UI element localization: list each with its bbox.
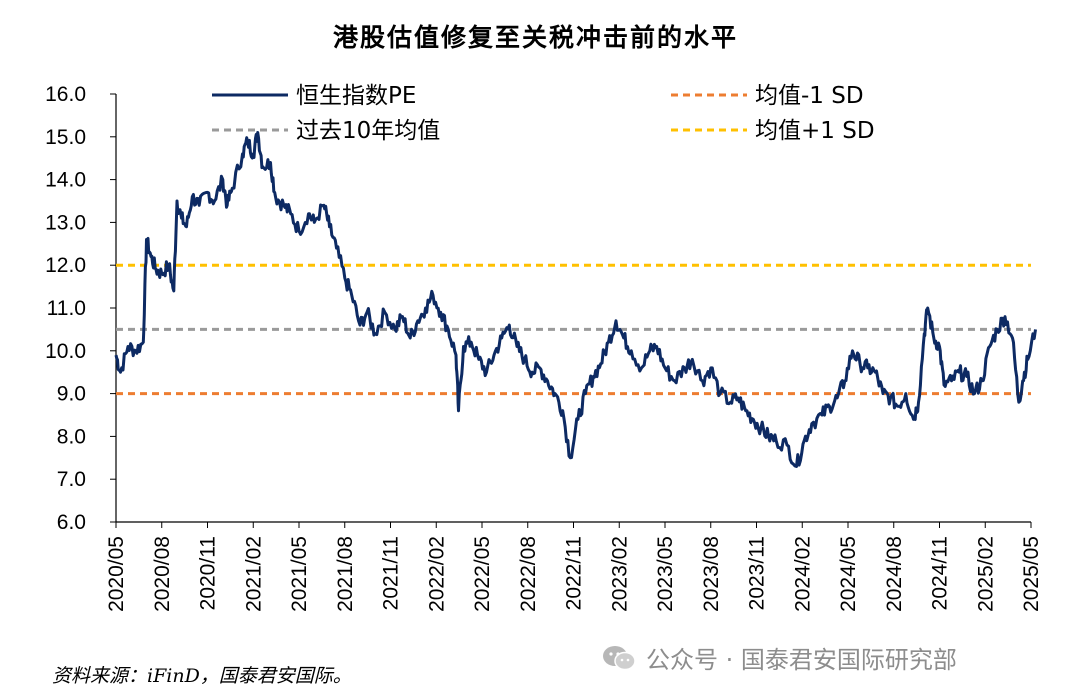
y-tick-label: 8.0 (57, 425, 86, 448)
axes: 6.0 7.0 8.0 9.0 10.0 11.0 12.0 13.0 14.0 15.0 16.0… (45, 83, 1043, 612)
x-tick-label: 2023/08 (700, 536, 723, 612)
x-tick-label: 2021/02 (242, 536, 265, 612)
source-note: 资料来源：iFinD，国泰君安国际。 (52, 665, 352, 687)
y-tick-label: 10.0 (45, 340, 86, 363)
x-tick-label: 2021/11 (380, 536, 403, 610)
x-tick-label: 2022/02 (425, 536, 448, 612)
x-tick-label: 2020/11 (197, 536, 220, 610)
pe-series-line (114, 131, 1037, 468)
y-tick-label: 14.0 (45, 169, 86, 192)
x-tick-label: 2023/05 (654, 536, 677, 612)
y-tick-label: 12.0 (45, 254, 86, 277)
y-tick-label: 7.0 (57, 468, 86, 491)
y-tick-label: 6.0 (57, 511, 86, 534)
legend-label: 过去10年均值 (296, 118, 440, 144)
y-tick-label: 16.0 (45, 83, 86, 106)
reference-lines (116, 263, 1031, 396)
legend-label: 恒生指数PE (296, 83, 416, 109)
y-tick-label: 13.0 (45, 211, 86, 234)
y-tick-label: 9.0 (57, 383, 86, 406)
x-tick-label: 2025/02 (974, 536, 997, 612)
y-tick-label: 11.0 (47, 297, 86, 320)
legend-label: 均值+1 SD (755, 118, 875, 144)
x-tick-label: 2024/11 (929, 536, 952, 610)
x-tick-label: 2024/02 (791, 536, 814, 612)
x-tick-label: 2022/08 (517, 536, 540, 612)
x-tick-label: 2022/05 (471, 536, 494, 612)
x-tick-label: 2022/11 (563, 536, 586, 610)
x-tick-label: 2021/05 (288, 536, 311, 612)
x-tick-label: 2020/08 (151, 536, 174, 612)
x-tick-label: 2023/02 (608, 536, 631, 612)
x-tick-label: 2021/08 (334, 536, 357, 612)
x-tick-label: 2023/11 (746, 536, 769, 610)
wechat-icon (603, 645, 636, 670)
watermark-text: 公众号 · 国泰君安国际研究部 (646, 646, 957, 674)
x-tick-label: 2025/05 (1020, 536, 1043, 612)
chart-title: 港股估值修复至关税冲击前的水平 (332, 23, 738, 52)
x-tick-label: 2020/05 (105, 536, 128, 612)
legend-label: 均值-1 SD (755, 83, 864, 109)
x-tick-label: 2024/05 (837, 536, 860, 612)
watermark: 公众号 · 国泰君安国际研究部 (602, 640, 957, 675)
y-tick-label: 15.0 (45, 126, 86, 149)
pe-series-layer (114, 131, 1037, 468)
legend: 恒生指数PE 过去10年均值 均值-1 SD 均值+1 SD (212, 83, 875, 144)
x-tick-label: 2024/08 (883, 536, 906, 612)
